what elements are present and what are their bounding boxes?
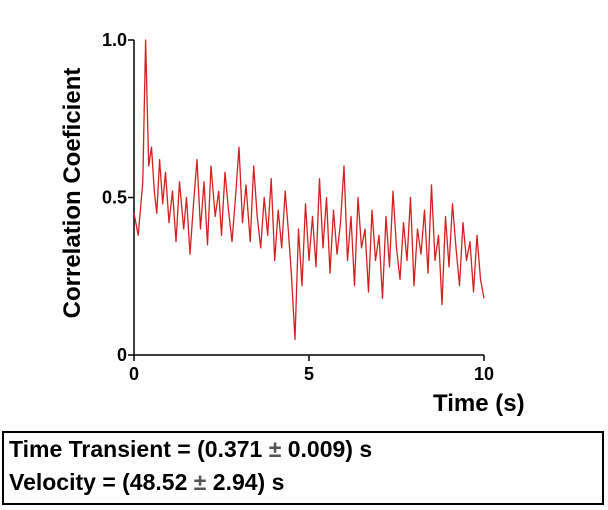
plus-minus-symbol: ±: [193, 469, 207, 495]
y-axis-label: Correlation Coeficient: [59, 68, 86, 319]
velocity-value: Velocity = (48.52: [9, 469, 188, 495]
x-tick-label: 0: [129, 364, 139, 384]
plus-minus-symbol: ±: [268, 436, 282, 462]
y-tick-label: 0.5: [102, 188, 127, 208]
x-tick-label: 10: [474, 364, 494, 384]
time-transient-error: 0.009) s: [287, 436, 373, 462]
y-tick-label: 0: [117, 345, 127, 365]
velocity-line: Velocity = (48.52 ± 2.94) s: [9, 466, 602, 499]
results-box: Time Transient = (0.371 ± 0.009) s Veloc…: [2, 431, 604, 505]
time-transient-line: Time Transient = (0.371 ± 0.009) s: [9, 433, 602, 466]
correlation-chart: Correlation Coeficient 0 0.5 1.0 0 5 10 Time …: [59, 30, 525, 417]
y-tick-label: 1.0: [102, 30, 127, 50]
axis-ticks: 0 0.5 1.0 0 5 10: [102, 30, 494, 384]
x-axis-label: Time (s): [433, 390, 525, 417]
series-line: [133, 39, 485, 340]
time-transient-value: Time Transient = (0.371: [9, 436, 263, 462]
x-tick-label: 5: [304, 364, 314, 384]
velocity-error: 2.94) s: [212, 469, 285, 495]
